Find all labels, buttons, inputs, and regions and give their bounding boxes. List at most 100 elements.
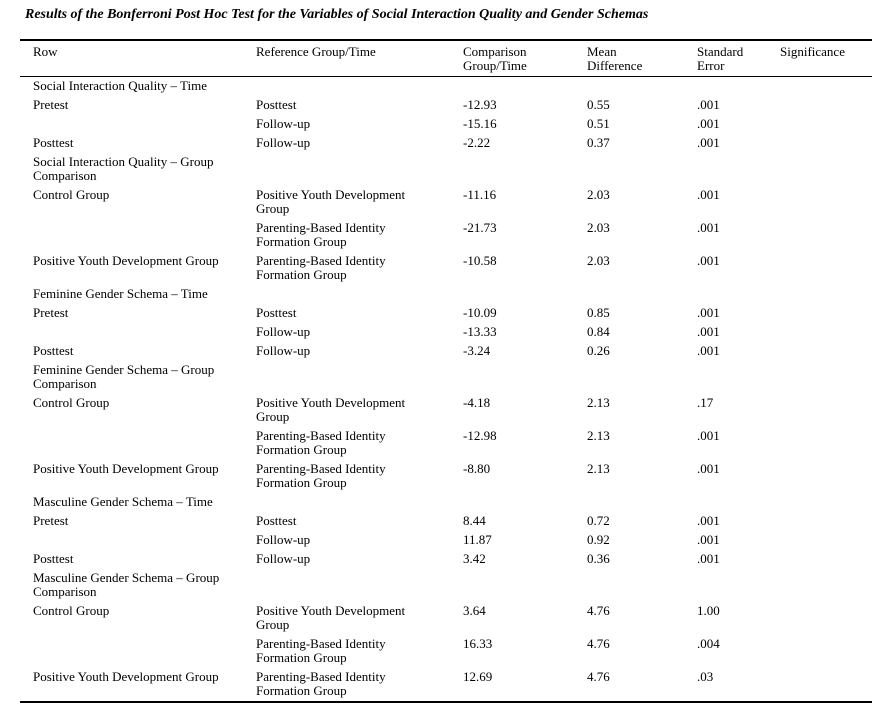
cell-mean-difference: [587, 569, 697, 602]
cell-mean-difference: [587, 493, 697, 512]
cell-row: Posttest: [33, 343, 74, 358]
cell-reference-group: Parenting-Based Identity Formation Group: [256, 253, 386, 282]
cell-mean-difference: [587, 153, 697, 186]
cell-mean-difference: 0.37: [587, 135, 610, 150]
cell-comparison-group: -2.22: [463, 135, 491, 150]
table-row: Parenting-Based Identity Formation Group…: [20, 219, 872, 252]
table-row: Pretest Posttest -12.93 0.55 .001: [20, 96, 872, 115]
cell-reference-group: [256, 285, 463, 304]
cell-row: Control Group: [33, 603, 110, 618]
cell-significance: [780, 550, 872, 569]
cell-row: Positive Youth Development Group: [33, 253, 219, 268]
section-row: Social Interaction Quality – Time: [20, 77, 872, 97]
cell-row: [20, 427, 256, 460]
table-row: Positive Youth Development Group Parentin…: [20, 460, 872, 493]
section-row: Masculine Gender Schema – Time: [20, 493, 872, 512]
cell-mean-difference: 2.13: [587, 428, 610, 443]
table-row: Posttest Follow-up -3.24 0.26 .001: [20, 342, 872, 361]
cell-standard-error: 1.00: [697, 603, 720, 618]
cell-standard-error: .001: [697, 551, 720, 566]
column-header-reference-group: Reference Group/Time: [256, 40, 463, 77]
cell-mean-difference: 2.13: [587, 395, 610, 410]
cell-mean-difference: 2.03: [587, 187, 610, 202]
cell-significance: [780, 668, 872, 702]
table-row: Follow-up -13.33 0.84 .001: [20, 323, 872, 342]
cell-row: Pretest: [33, 513, 69, 528]
table-header: Row Reference Group/Time Comparison Grou…: [20, 40, 872, 77]
cell-standard-error: .001: [697, 461, 720, 476]
cell-significance: [780, 96, 872, 115]
cell-row: [20, 323, 256, 342]
column-header-standard-error: Standard Error: [697, 40, 780, 77]
table-row: Positive Youth Development Group Parentin…: [20, 252, 872, 285]
cell-mean-difference: 4.76: [587, 669, 610, 684]
cell-mean-difference: [587, 285, 697, 304]
cell-standard-error: .004: [697, 636, 720, 651]
table-row: Posttest Follow-up -2.22 0.37 .001: [20, 134, 872, 153]
cell-comparison-group: 8.44: [463, 513, 486, 528]
cell-row: [20, 635, 256, 668]
cell-standard-error: .001: [697, 428, 720, 443]
cell-significance: [780, 252, 872, 285]
cell-reference-group: Follow-up: [256, 116, 311, 131]
column-header-mean-difference: Mean Difference: [587, 40, 697, 77]
table-row: Parenting-Based Identity Formation Group…: [20, 427, 872, 460]
cell-mean-difference: 0.51: [587, 116, 610, 131]
cell-comparison-group: 12.69: [463, 669, 493, 684]
section-label: Social Interaction Quality – Group Compa…: [33, 154, 214, 183]
cell-reference-group: Follow-up: [256, 324, 311, 339]
cell-standard-error: [697, 493, 780, 512]
posthoc-table: Row Reference Group/Time Comparison Grou…: [20, 39, 872, 703]
cell-comparison-group: [463, 153, 587, 186]
cell-standard-error: .001: [697, 135, 720, 150]
section-label: Masculine Gender Schema – Time: [33, 494, 213, 509]
cell-reference-group: Follow-up: [256, 532, 311, 547]
cell-mean-difference: 0.55: [587, 97, 610, 112]
cell-reference-group: [256, 361, 463, 394]
cell-reference-group: [256, 153, 463, 186]
cell-comparison-group: -12.93: [463, 97, 497, 112]
cell-mean-difference: 2.13: [587, 461, 610, 476]
cell-reference-group: Follow-up: [256, 343, 311, 358]
cell-mean-difference: 0.84: [587, 324, 610, 339]
section-label: Feminine Gender Schema – Time: [33, 286, 208, 301]
cell-comparison-group: -10.09: [463, 305, 497, 320]
cell-row: [20, 219, 256, 252]
table-row: Control Group Positive Youth Development …: [20, 602, 872, 635]
cell-reference-group: [256, 569, 463, 602]
cell-significance: [780, 635, 872, 668]
cell-comparison-group: 16.33: [463, 636, 493, 651]
cell-row: [20, 115, 256, 134]
cell-row: Posttest: [33, 135, 74, 150]
cell-mean-difference: 0.26: [587, 343, 610, 358]
cell-significance: [780, 531, 872, 550]
cell-row: Positive Youth Development Group: [33, 669, 219, 684]
cell-reference-group: Posttest: [256, 513, 297, 528]
cell-reference-group: [256, 493, 463, 512]
cell-standard-error: [697, 361, 780, 394]
table-row: Posttest Follow-up 3.42 0.36 .001: [20, 550, 872, 569]
cell-standard-error: .001: [697, 116, 720, 131]
cell-significance: [780, 493, 872, 512]
table-row: Parenting-Based Identity Formation Group…: [20, 635, 872, 668]
cell-mean-difference: 0.36: [587, 551, 610, 566]
cell-comparison-group: [463, 361, 587, 394]
cell-comparison-group: [463, 285, 587, 304]
cell-comparison-group: -4.18: [463, 395, 491, 410]
cell-mean-difference: 0.92: [587, 532, 610, 547]
cell-row: Pretest: [33, 97, 69, 112]
cell-standard-error: .001: [697, 220, 720, 235]
cell-row: Posttest: [33, 551, 74, 566]
cell-reference-group: [256, 77, 463, 97]
cell-mean-difference: 0.85: [587, 305, 610, 320]
cell-standard-error: .17: [697, 395, 714, 410]
cell-comparison-group: -10.58: [463, 253, 497, 268]
cell-reference-group: Follow-up: [256, 135, 311, 150]
cell-standard-error: [697, 569, 780, 602]
cell-mean-difference: 2.03: [587, 220, 610, 235]
cell-significance: [780, 342, 872, 361]
cell-reference-group: Parenting-Based Identity Formation Group: [256, 669, 386, 698]
cell-reference-group: Parenting-Based Identity Formation Group: [256, 428, 386, 457]
cell-reference-group: Posttest: [256, 97, 297, 112]
cell-standard-error: [697, 77, 780, 97]
